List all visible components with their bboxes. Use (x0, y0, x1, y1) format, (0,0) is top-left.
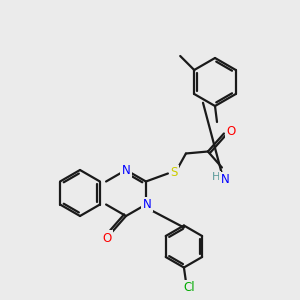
Text: O: O (102, 232, 112, 244)
Text: N: N (122, 164, 130, 176)
Text: H: H (212, 172, 220, 182)
Text: N: N (220, 173, 229, 186)
Text: N: N (142, 198, 151, 211)
Text: Cl: Cl (183, 281, 195, 294)
Text: S: S (170, 166, 178, 179)
Text: O: O (226, 125, 236, 138)
